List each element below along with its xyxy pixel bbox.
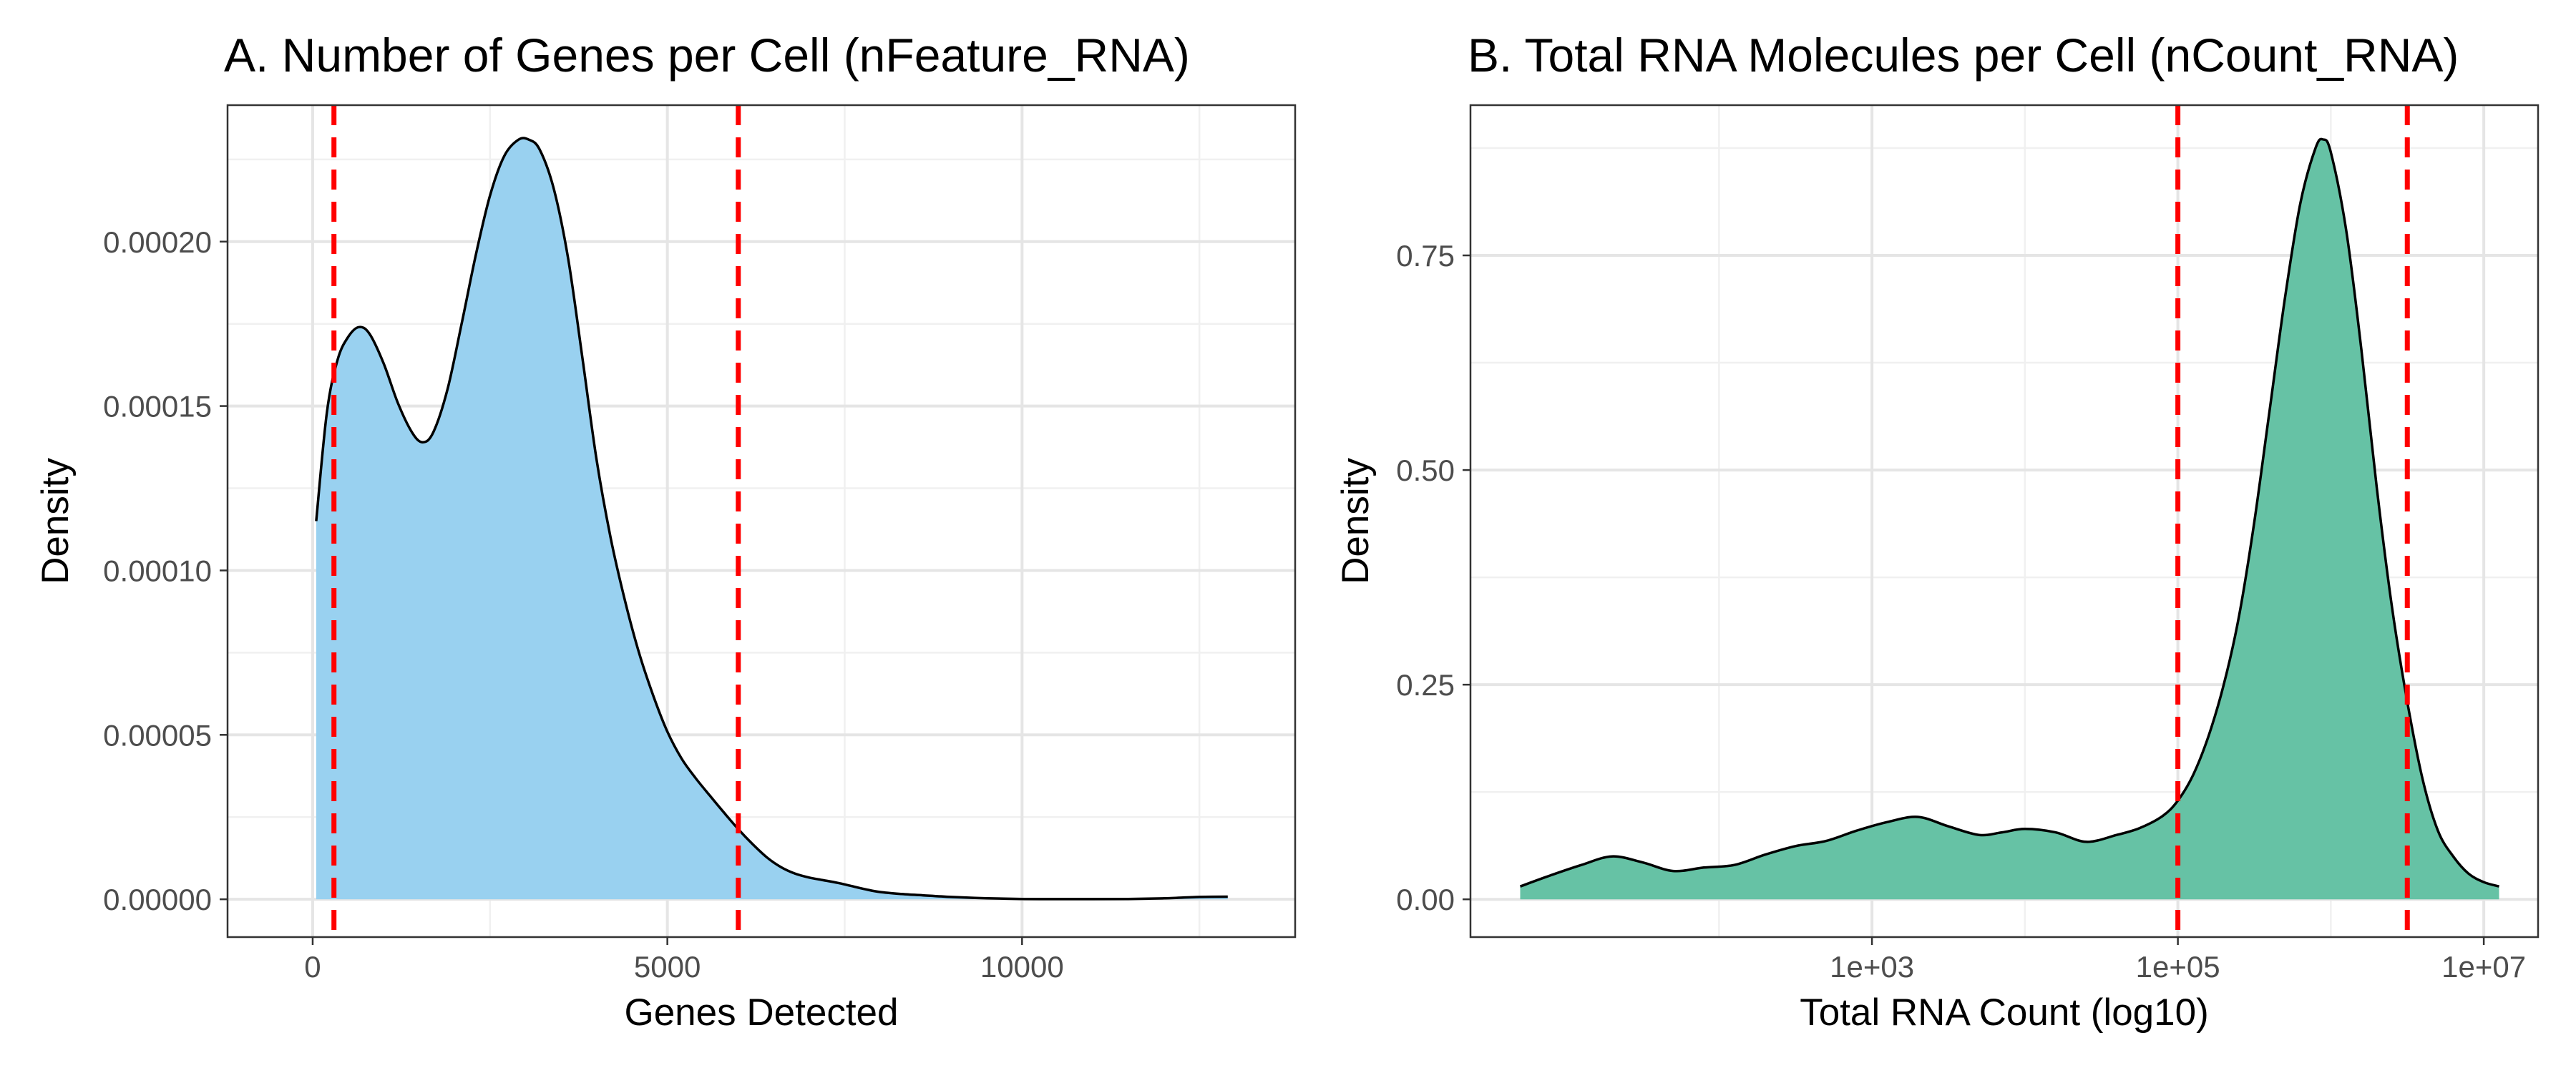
x-axis-title: Genes Detected (624, 991, 898, 1034)
y-tick-label: 0.00015 (103, 390, 212, 423)
y-tick-label: 0.00000 (103, 883, 212, 916)
density-curve (1519, 137, 2499, 888)
x-tick-label: 1e+07 (2441, 950, 2526, 984)
panel-border (1469, 104, 2540, 939)
chart-title: A. Number of Genes per Cell (nFeature_RN… (224, 29, 1190, 82)
panel-a-genes-per-cell: 0 5000 10000 0.00000 0.00005 0.00010 0.00015 0.… (34, 29, 1297, 1034)
panel-b-rna-molecules-per-cell: 1e+03 1e+05 1e+07 0.00 0.25 0.50 0.75 B. Total … (1335, 29, 2540, 1034)
y-tick-label: 0.00020 (103, 225, 212, 259)
density-curve (315, 137, 1228, 901)
x-axis-title: Total RNA Count (log10) (1800, 991, 2209, 1034)
y-axis-title: Density (1335, 458, 1377, 584)
chart-title: B. Total RNA Molecules per Cell (nCount_… (1468, 29, 2459, 82)
y-tick-label: 0.50 (1396, 454, 1455, 487)
y-tick-label: 0.25 (1396, 668, 1455, 702)
density-area (1520, 139, 2499, 900)
y-axis-title: Density (34, 458, 77, 584)
y-tick-label: 0.00 (1396, 883, 1455, 916)
y-tick-label: 0.00005 (103, 718, 212, 752)
x-tick-label: 1e+03 (1830, 950, 1914, 984)
x-tick-label: 5000 (634, 950, 701, 984)
x-tick-label: 0 (304, 950, 321, 984)
y-tick-label: 0.75 (1396, 239, 1455, 273)
x-tick-label: 10000 (980, 950, 1064, 984)
y-tick-label: 0.00010 (103, 554, 212, 587)
x-tick-label: 1e+05 (2136, 950, 2220, 984)
panel-border (226, 104, 1297, 939)
density-area (316, 137, 1228, 900)
